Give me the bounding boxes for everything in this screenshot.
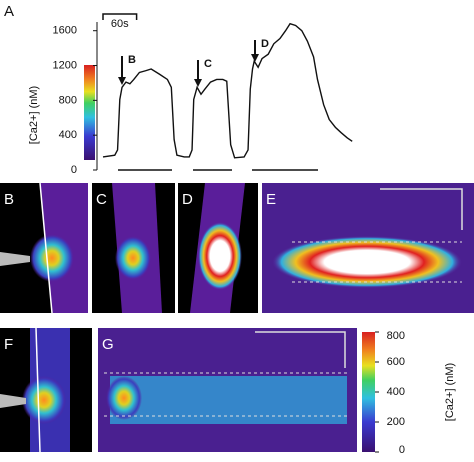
y-tick-label: 1600 [53, 25, 77, 37]
panel-label: G [102, 336, 114, 353]
y-tick-label: 800 [59, 94, 77, 106]
scale-bar [102, 13, 138, 20]
y-tick-label: 0 [71, 164, 77, 176]
y-axis-label: [Ca2+] (nM) [28, 86, 40, 144]
annotation: B [128, 54, 136, 66]
panel-label: D [182, 191, 193, 208]
colorbar-tick-label: 0 [399, 444, 405, 456]
panel-label: E [266, 191, 276, 208]
color-strip [84, 65, 95, 160]
colorbar [362, 332, 375, 452]
panel-label: F [4, 336, 13, 353]
trace [102, 22, 353, 159]
colorbar-tick-label: 200 [387, 416, 405, 428]
panel-label: A [4, 3, 14, 20]
colorbar-label: [Ca2+] (nM) [444, 363, 456, 421]
arrow-head [118, 77, 126, 85]
y-tick-label: 400 [59, 129, 77, 141]
panel-label: C [96, 191, 107, 208]
scale-bar-label: 60s [111, 18, 129, 30]
colorbar-tick-label: 400 [387, 386, 405, 398]
colorbar-tick-label: 800 [387, 330, 405, 342]
arrow-head [251, 54, 259, 62]
colorbar-tick-label: 600 [387, 356, 405, 368]
y-tick-label: 1200 [53, 59, 77, 71]
annotation: C [204, 58, 212, 70]
annotation: D [261, 38, 269, 50]
arrow-head [194, 79, 202, 87]
image-panels [0, 182, 474, 453]
panel-label: B [4, 191, 14, 208]
